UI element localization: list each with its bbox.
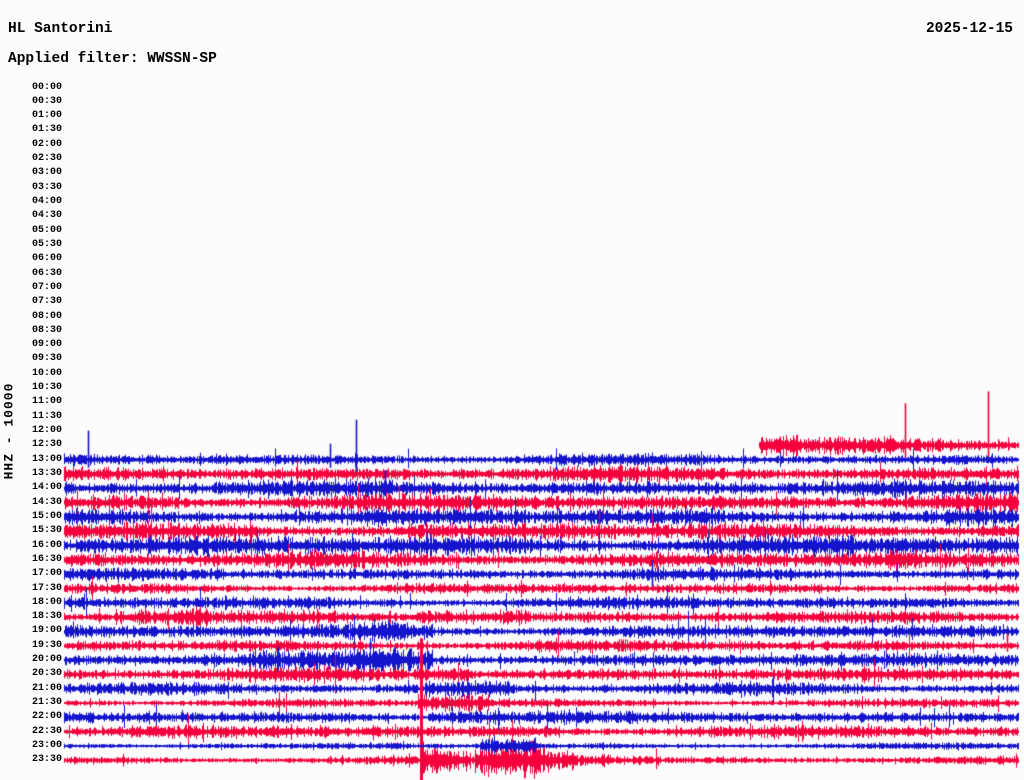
time-label-04:00: 04:00 [31, 196, 62, 208]
time-label-12:30: 12:30 [31, 439, 62, 451]
time-label-19:00: 19:00 [31, 625, 62, 637]
time-label-22:00: 22:00 [31, 711, 62, 723]
time-label-03:00: 03:00 [31, 167, 62, 179]
time-label-10:00: 10:00 [31, 367, 62, 379]
time-label-17:30: 17:30 [31, 582, 62, 594]
time-label-12:00: 12:00 [31, 425, 62, 437]
time-label-02:30: 02:30 [31, 153, 62, 165]
time-label-18:00: 18:00 [31, 596, 62, 608]
time-label-07:00: 07:00 [31, 281, 62, 293]
time-label-20:30: 20:30 [31, 668, 62, 680]
time-label-16:30: 16:30 [31, 553, 62, 565]
time-label-00:00: 00:00 [31, 81, 62, 93]
time-label-06:00: 06:00 [31, 253, 62, 265]
station-title: HL Santorini [8, 21, 113, 37]
time-label-11:30: 11:30 [31, 410, 62, 422]
time-label-19:30: 19:30 [31, 639, 62, 651]
time-label-23:30: 23:30 [31, 754, 62, 766]
time-label-13:30: 13:30 [31, 468, 62, 479]
time-label-09:00: 09:00 [31, 339, 62, 351]
time-label-21:30: 21:30 [31, 697, 62, 709]
time-label-06:30: 06:30 [31, 267, 62, 279]
time-label-21:00: 21:00 [31, 682, 62, 694]
plot-date: 2025-12-15 [925, 21, 1013, 37]
time-label-22:30: 22:30 [31, 725, 62, 737]
time-label-18:30: 18:30 [31, 611, 62, 623]
time-label-20:00: 20:00 [31, 654, 62, 666]
time-label-07:30: 07:30 [31, 296, 62, 308]
time-label-05:00: 05:00 [31, 224, 62, 236]
time-label-02:00: 02:00 [31, 138, 62, 150]
filter-label: Applied filter: WWSSN-SP [8, 51, 217, 67]
time-label-01:30: 01:30 [31, 124, 62, 136]
time-label-00:30: 00:30 [31, 95, 62, 107]
time-label-11:00: 11:00 [31, 396, 62, 408]
time-label-10:30: 10:30 [31, 382, 62, 394]
time-label-04:30: 04:30 [31, 210, 62, 222]
time-label-08:00: 08:00 [31, 310, 62, 322]
time-label-13:00: 13:00 [31, 453, 62, 465]
time-label-15:00: 15:00 [31, 510, 62, 522]
time-label-14:00: 14:00 [31, 482, 62, 494]
time-label-16:00: 16:00 [31, 539, 62, 551]
time-label-17:00: 17:00 [31, 568, 62, 580]
time-label-15:30: 15:30 [31, 525, 62, 537]
time-label-01:00: 01:00 [31, 110, 62, 122]
time-label-03:30: 03:30 [31, 181, 62, 193]
time-label-05:30: 05:30 [31, 238, 62, 250]
time-label-14:30: 14:30 [31, 496, 62, 508]
time-label-08:30: 08:30 [31, 324, 62, 336]
time-label-09:30: 09:30 [31, 353, 62, 365]
time-label-23:00: 23:00 [31, 739, 62, 751]
